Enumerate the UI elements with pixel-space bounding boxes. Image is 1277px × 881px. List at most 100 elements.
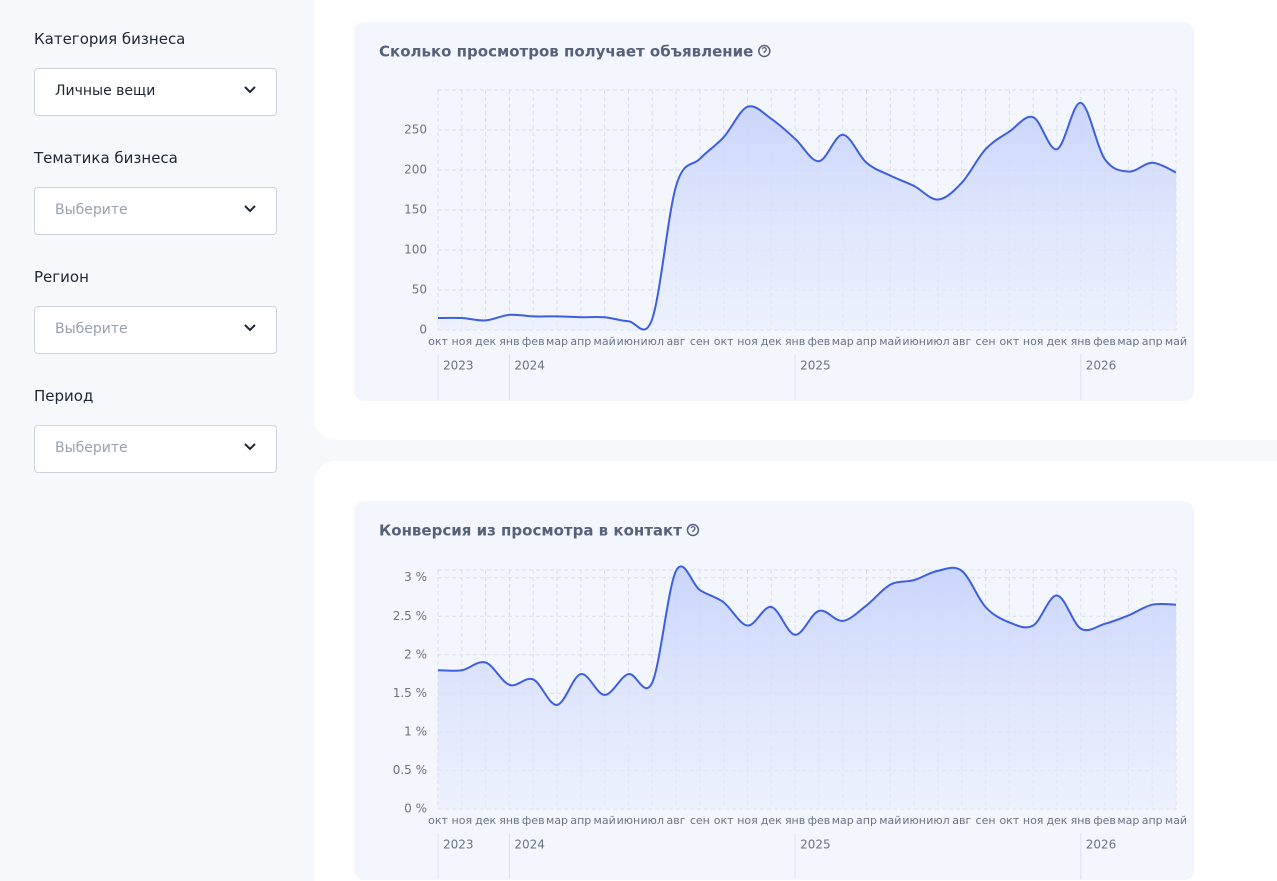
y-tick-label: 0 % bbox=[404, 802, 427, 816]
x-tick-label: фев bbox=[522, 814, 545, 827]
year-label: 2024 bbox=[514, 359, 545, 373]
year-label: 2026 bbox=[1086, 359, 1117, 373]
year-label: 2025 bbox=[800, 838, 831, 852]
x-tick-label: окт bbox=[999, 335, 1019, 348]
select[interactable]: Выберите bbox=[34, 306, 277, 354]
select[interactable]: Личные вещи bbox=[34, 68, 277, 116]
x-tick-label: янв bbox=[499, 814, 519, 827]
x-tick-label: авг bbox=[667, 335, 686, 348]
y-tick-label: 50 bbox=[412, 283, 427, 297]
x-tick-label: май bbox=[1165, 814, 1187, 827]
field-label: Категория бизнеса bbox=[34, 30, 186, 48]
x-tick-label: май bbox=[879, 814, 901, 827]
x-tick-label: май bbox=[879, 335, 901, 348]
x-tick-label: дек bbox=[761, 814, 782, 827]
x-tick-label: май bbox=[1165, 335, 1187, 348]
field-label: Регион bbox=[34, 268, 89, 286]
x-tick-label: ноя bbox=[452, 814, 473, 827]
chevron bbox=[244, 443, 256, 451]
x-tick-label: фев bbox=[1093, 814, 1116, 827]
x-tick-label: апр bbox=[856, 335, 877, 348]
x-tick-label: апр bbox=[856, 814, 877, 827]
x-tick-label: июл bbox=[641, 814, 664, 827]
year-label: 2026 bbox=[1086, 838, 1117, 852]
x-tick-label: окт bbox=[714, 335, 734, 348]
help-icon bbox=[690, 525, 696, 532]
x-tick-label: янв bbox=[1071, 814, 1091, 827]
x-tick-label: июн bbox=[617, 814, 641, 827]
x-tick-label: ноя bbox=[737, 814, 758, 827]
x-tick-label: мар bbox=[832, 335, 854, 348]
x-tick-label: сен bbox=[976, 335, 996, 348]
x-tick-label: дек bbox=[1046, 814, 1067, 827]
x-tick-label: фев bbox=[808, 335, 831, 348]
year-label: 2024 bbox=[514, 838, 545, 852]
y-tick-label: 2.5 % bbox=[393, 609, 427, 623]
x-tick-label: июл bbox=[926, 335, 949, 348]
year-label: 2023 bbox=[443, 359, 474, 373]
chevron bbox=[244, 324, 256, 332]
x-tick-label: мар bbox=[546, 335, 568, 348]
chevron bbox=[244, 86, 256, 94]
chart-title: Сколько просмотров получает объявление bbox=[379, 43, 753, 61]
year-label: 2025 bbox=[800, 359, 831, 373]
x-tick-label: июн bbox=[617, 335, 641, 348]
y-tick-label: 2 % bbox=[404, 647, 427, 661]
select-placeholder: Выберите bbox=[55, 440, 128, 456]
line bbox=[437, 101, 1177, 331]
x-tick-label: дек bbox=[761, 335, 782, 348]
area bbox=[438, 102, 1176, 330]
select[interactable]: Выберите bbox=[34, 187, 277, 235]
chevron bbox=[244, 205, 256, 213]
x-tick-label: сен bbox=[690, 814, 710, 827]
x-tick-label: авг bbox=[952, 335, 971, 348]
field-label: Тематика бизнеса bbox=[34, 149, 178, 167]
y-tick-label: 200 bbox=[404, 163, 427, 177]
x-tick-label: июл bbox=[926, 814, 949, 827]
line bbox=[437, 565, 1177, 706]
x-tick-label: дек bbox=[1046, 335, 1067, 348]
y-tick-label: 3 % bbox=[404, 570, 427, 584]
x-tick-label: фев bbox=[808, 814, 831, 827]
x-tick-label: апр bbox=[1142, 814, 1163, 827]
x-tick-label: фев bbox=[522, 335, 545, 348]
y-tick-label: 250 bbox=[404, 123, 427, 137]
x-tick-label: авг bbox=[952, 814, 971, 827]
x-tick-label: янв bbox=[785, 814, 805, 827]
x-tick-label: май bbox=[594, 335, 616, 348]
x-tick-label: дек bbox=[475, 814, 496, 827]
field-label: Период bbox=[34, 387, 94, 405]
select-value: Личные вещи bbox=[55, 83, 156, 99]
x-tick-label: мар bbox=[1117, 335, 1139, 348]
select-placeholder: Выберите bbox=[55, 202, 128, 218]
x-tick-label: янв bbox=[785, 335, 805, 348]
x-tick-label: мар bbox=[546, 814, 568, 827]
x-tick-label: апр bbox=[570, 814, 591, 827]
x-tick-label: ноя bbox=[1023, 335, 1044, 348]
x-tick-label: авг bbox=[667, 814, 686, 827]
area bbox=[438, 566, 1176, 809]
x-tick-label: ноя bbox=[452, 335, 473, 348]
y-tick-label: 0.5 % bbox=[393, 763, 427, 777]
x-tick-label: июн bbox=[902, 335, 926, 348]
year-label: 2023 bbox=[443, 838, 474, 852]
x-tick-label: апр bbox=[570, 335, 591, 348]
select-placeholder: Выберите bbox=[55, 321, 128, 337]
x-tick-label: окт bbox=[428, 335, 448, 348]
x-tick-label: апр bbox=[1142, 335, 1163, 348]
select[interactable]: Выберите bbox=[34, 425, 277, 473]
y-tick-label: 1 % bbox=[404, 724, 427, 738]
x-tick-label: окт bbox=[999, 814, 1019, 827]
x-tick-label: окт bbox=[428, 814, 448, 827]
x-tick-label: дек bbox=[475, 335, 496, 348]
x-tick-label: окт bbox=[714, 814, 734, 827]
help-icon bbox=[686, 523, 700, 537]
x-tick-label: сен bbox=[690, 335, 710, 348]
x-tick-label: мар bbox=[1117, 814, 1139, 827]
x-tick-label: ноя bbox=[1023, 814, 1044, 827]
help-icon bbox=[761, 46, 767, 53]
x-tick-label: янв bbox=[1071, 335, 1091, 348]
y-tick-label: 100 bbox=[404, 243, 427, 257]
